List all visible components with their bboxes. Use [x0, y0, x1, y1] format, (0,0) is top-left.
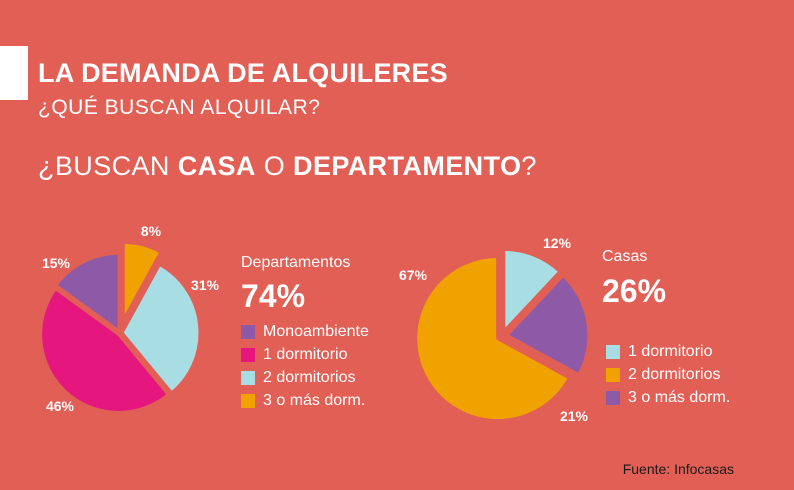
legend-swatch	[606, 367, 620, 382]
legend-label: 1 dormitorio	[628, 342, 713, 360]
legend-departamentos: Monoambiente 1 dormitorio 2 dormitorios 3 o…	[241, 320, 369, 412]
pie-slice-departamentos-1-dormitorio	[39, 286, 171, 414]
pie-slice-departamentos-monoambiente	[53, 251, 121, 335]
legend-swatch	[606, 344, 620, 359]
source-note: Fuente: Infocasas	[622, 461, 734, 477]
legend-item-3-o-mas-dorm: 3 o más dorm.	[241, 389, 369, 412]
pie-chart-departamentos: 15% 46% 31% 8%	[39, 223, 220, 414]
section-question: ¿BUSCAN CASA O DEPARTAMENTO?	[38, 151, 537, 182]
data-label-departamentos-3-o-mas-dorm: 8%	[141, 223, 162, 239]
legend-label: 1 dormitorio	[263, 345, 348, 363]
data-label-departamentos-1-dormitorio: 46%	[46, 398, 75, 414]
question-prefix: ¿BUSCAN	[38, 151, 178, 181]
data-label-casas-2-dormitorios: 67%	[399, 267, 428, 283]
data-label-casas-1-dormitorio: 12%	[543, 235, 572, 251]
pie-slice-casas-3-o-mas-dorm	[504, 273, 591, 377]
chart-total-casas: 26%	[602, 273, 667, 309]
question-departamento: DEPARTAMENTO	[293, 151, 522, 181]
page-title: LA DEMANDA DE ALQUILERES	[38, 58, 448, 88]
pie-slice-casas-2-dormitorios	[414, 255, 572, 423]
legend-label: Monoambiente	[263, 322, 369, 340]
chart-title-casas: Casas	[602, 248, 648, 265]
legend-swatch	[241, 393, 255, 408]
legend-label: 3 o más dorm.	[263, 391, 366, 409]
pie-slice-departamentos-2-dormitorios	[120, 262, 202, 396]
legend-item-3-o-mas-dorm: 3 o más dorm.	[606, 386, 730, 409]
legend-item-2-dormitorios: 2 dormitorios	[606, 363, 730, 386]
chart-total-departamentos: 74%	[241, 278, 306, 314]
title-accent-bar	[0, 46, 28, 100]
legend-item-1-dormitorio: 1 dormitorio	[241, 343, 369, 366]
chart-title-departamentos: Departamentos	[241, 254, 351, 271]
legend-casas: 1 dormitorio 2 dormitorios 3 o más dorm.	[606, 340, 730, 409]
pie-slice-departamentos-3-o-mas-dorm	[121, 240, 163, 322]
legend-item-monoambiente: Monoambiente	[241, 320, 369, 343]
legend-item-1-dormitorio: 1 dormitorio	[606, 340, 730, 363]
legend-label: 2 dormitorios	[263, 368, 356, 386]
legend-label: 3 o más dorm.	[628, 388, 731, 406]
data-label-casas-3-o-mas-dorm: 21%	[560, 408, 589, 424]
legend-swatch	[241, 324, 255, 339]
legend-label: 2 dormitorios	[628, 365, 721, 383]
question-middle: O	[255, 151, 294, 181]
data-label-departamentos-monoambiente: 15%	[42, 255, 71, 271]
pie-slice-casas-1-dormitorio	[502, 247, 563, 336]
legend-swatch	[241, 370, 255, 385]
pie-chart-casas: 12% 67% 21%	[399, 235, 591, 424]
page-subtitle: ¿QUÉ BUSCAN ALQUILAR?	[38, 96, 321, 119]
data-label-departamentos-2-dormitorios: 31%	[191, 277, 220, 293]
question-casa: CASA	[177, 151, 256, 181]
question-suffix: ?	[521, 151, 537, 181]
legend-swatch	[606, 390, 620, 405]
legend-swatch	[241, 347, 255, 362]
legend-item-2-dormitorios: 2 dormitorios	[241, 366, 369, 389]
